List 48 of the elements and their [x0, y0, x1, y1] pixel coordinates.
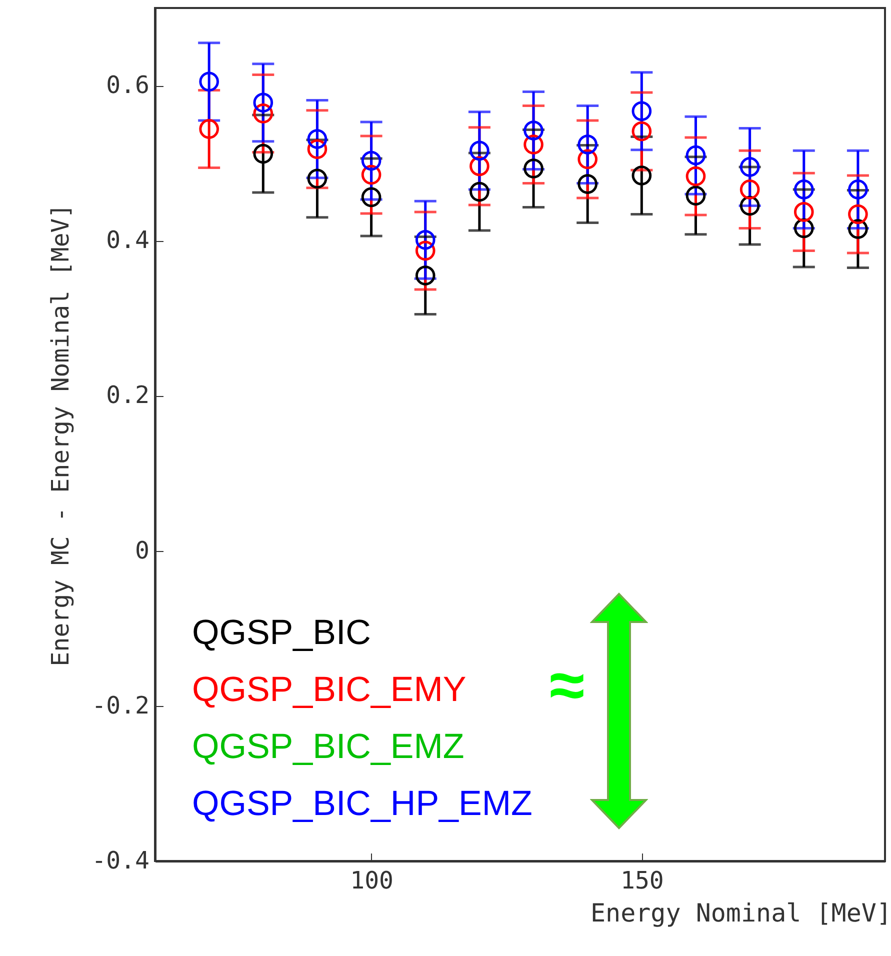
text: QGSP_BIC	[192, 613, 371, 652]
x-axis-title: Energy Nominal [MeV]	[590, 898, 891, 928]
point	[307, 129, 328, 149]
y-tick-label: 0.2	[106, 381, 150, 410]
point	[307, 139, 328, 160]
annotation: ≈	[549, 649, 585, 721]
point	[740, 180, 760, 200]
point	[632, 101, 652, 122]
point	[470, 140, 490, 161]
point	[686, 186, 706, 206]
point	[253, 104, 274, 124]
point	[524, 134, 544, 154]
point	[686, 166, 706, 186]
text: QGSP_BIC_EMY	[192, 670, 466, 709]
point	[199, 119, 219, 139]
point	[740, 157, 760, 177]
point	[415, 266, 436, 286]
x-tick-label: 150	[620, 866, 664, 894]
point	[632, 121, 652, 142]
point	[524, 120, 544, 140]
point	[361, 187, 382, 208]
point	[253, 92, 274, 112]
point	[848, 180, 868, 200]
y-tick-label: 0.6	[106, 71, 150, 100]
y-tick-label: 0	[135, 536, 150, 564]
point	[632, 166, 652, 186]
text: QGSP_BIC_HP_EMZ	[192, 784, 532, 823]
point	[199, 72, 219, 92]
point	[524, 158, 544, 178]
point	[361, 164, 382, 185]
point	[307, 168, 328, 188]
y-tick-label: 0.4	[106, 226, 150, 254]
x-tick-label: 100	[350, 866, 394, 894]
point	[794, 180, 814, 200]
point	[253, 144, 274, 164]
point	[578, 174, 598, 194]
point	[578, 134, 598, 154]
y-tick-label: -0.4	[92, 846, 150, 874]
point	[361, 150, 382, 171]
point	[415, 240, 436, 261]
point	[470, 182, 490, 202]
point	[686, 145, 706, 166]
point	[415, 230, 436, 250]
legend-label: QGSP_BIC_EMZ	[192, 727, 464, 766]
point	[848, 204, 868, 224]
point	[794, 202, 814, 222]
y-axis-title: Energy MC - Energy Nominal [MeV]	[46, 204, 75, 666]
y-tick-label: -0.2	[92, 691, 150, 720]
